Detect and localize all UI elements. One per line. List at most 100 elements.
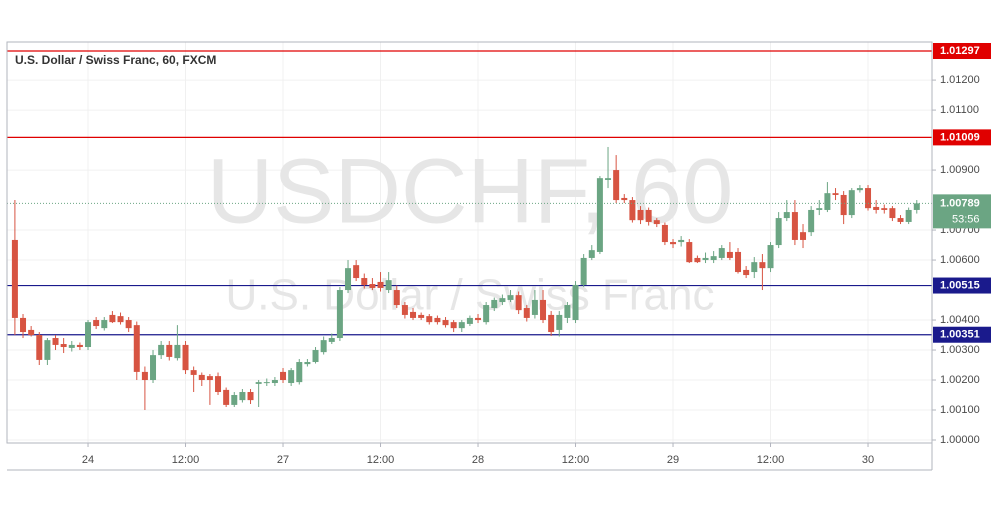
candle-body: [101, 320, 108, 329]
candle-body: [865, 188, 872, 209]
candle-body: [393, 290, 400, 306]
candle-body: [613, 170, 620, 201]
candle-body: [158, 344, 165, 356]
candle-body: [28, 329, 35, 336]
candle-body: [621, 197, 628, 201]
candle-body: [76, 344, 83, 348]
countdown: 53:56: [952, 213, 980, 225]
candle-body: [190, 370, 197, 375]
plot: [7, 50, 932, 411]
candle-body: [434, 317, 441, 323]
candle-body: [897, 218, 904, 222]
candle-body: [580, 257, 587, 285]
candle-body: [109, 314, 116, 323]
x-tick-label: 28: [472, 454, 484, 466]
candle-body: [889, 208, 896, 219]
candle-body: [475, 317, 482, 321]
candle-body: [336, 290, 343, 339]
candle-body: [491, 299, 498, 309]
candle-body: [832, 193, 839, 195]
candle-body: [873, 206, 880, 210]
level-label-box: [933, 326, 991, 343]
candle-body: [466, 317, 473, 324]
candle-body: [312, 350, 319, 363]
x-tick-label: 27: [277, 454, 289, 466]
candle-body: [653, 220, 660, 225]
candle-body: [881, 208, 888, 210]
candle-body: [572, 284, 579, 321]
x-tick-label: 12:00: [562, 454, 590, 466]
candle-body: [905, 209, 912, 222]
candle-body: [85, 322, 92, 348]
x-tick-label: 24: [82, 454, 94, 466]
candle-body: [791, 212, 798, 240]
candle-body: [718, 248, 725, 258]
candle-body: [450, 322, 457, 329]
candle-body: [605, 178, 612, 180]
candle-body: [141, 371, 148, 381]
x-tick-label: 29: [667, 454, 679, 466]
candle-body: [304, 362, 311, 365]
candle-body: [564, 305, 571, 318]
candle-body: [694, 257, 701, 263]
candle-body: [483, 305, 490, 323]
level-label-box: [933, 277, 991, 294]
candle-body: [320, 340, 327, 353]
candle-body: [353, 265, 360, 279]
y-tick-label: 1.00900: [940, 164, 980, 176]
candle-body: [206, 376, 213, 381]
candle-body: [515, 295, 522, 311]
candle-body: [800, 232, 807, 240]
candle-body: [247, 392, 254, 401]
y-tick-label: 1.01100: [940, 104, 979, 116]
candle-body: [531, 299, 538, 315]
candle-body: [442, 320, 449, 326]
candle-body: [743, 269, 750, 276]
candle-body: [637, 209, 644, 221]
candle-body: [783, 212, 790, 219]
chart-title: U.S. Dollar / Swiss Franc, 60, FXCM: [15, 53, 216, 67]
candle-body: [856, 188, 863, 191]
level-label: 1.01297: [940, 45, 980, 57]
candle-body: [426, 316, 433, 323]
level-label: 1.01009: [940, 131, 980, 143]
candle-body: [182, 344, 189, 371]
x-tick-label: 30: [862, 454, 874, 466]
candle-body: [361, 278, 368, 285]
candle-body: [848, 190, 855, 216]
candle-body: [133, 325, 140, 372]
x-tick-label: 12:00: [367, 454, 395, 466]
candle-body: [125, 320, 132, 329]
y-tick-label: 1.00400: [940, 314, 980, 326]
candle-body: [52, 338, 59, 345]
candle-body: [328, 338, 335, 342]
candle-body: [751, 262, 758, 273]
candle-body: [410, 311, 417, 318]
candle-body: [458, 322, 465, 329]
candle-body: [913, 203, 920, 210]
candle-body: [759, 262, 766, 269]
candle-body: [36, 335, 43, 360]
candle-body: [540, 299, 547, 321]
watermark-symbol: USDCHF, 60: [207, 140, 734, 242]
candle-body: [255, 382, 262, 384]
candle-body: [678, 239, 685, 243]
candle-body: [280, 371, 287, 381]
y-tick-label: 1.00000: [940, 434, 980, 446]
candle-body: [808, 209, 815, 233]
candle-body: [377, 281, 384, 288]
candle-body: [556, 314, 563, 330]
candle-body: [767, 245, 774, 269]
candle-body: [735, 251, 742, 273]
candle-body: [223, 389, 230, 405]
candle-body: [345, 268, 352, 291]
candle-body: [775, 218, 782, 246]
candle-body: [629, 200, 636, 221]
price-label: 1.00789: [940, 197, 980, 209]
candle-body: [548, 314, 555, 333]
candle-body: [596, 178, 603, 252]
candle-body: [20, 317, 27, 333]
candle-body: [93, 320, 100, 327]
candle-body: [198, 374, 205, 381]
